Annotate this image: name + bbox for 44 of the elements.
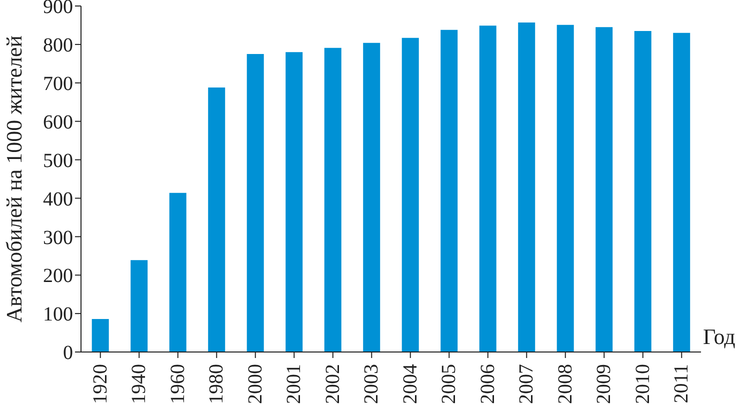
y-tick-label: 100 [43,304,73,326]
x-tick-label: 2006 [476,364,499,404]
x-tick-label: 2009 [593,364,616,404]
bar [286,52,303,352]
x-axis-title: Год [703,324,736,349]
bar [518,22,536,352]
x-tick-label: 1920 [89,364,112,404]
bar [130,260,148,352]
x-tick-label: 2003 [360,364,383,404]
x-tick-label: 2010 [632,364,654,404]
bar [246,54,264,352]
bar [440,30,458,352]
x-tick-label: 1980 [206,364,228,404]
bar [673,32,690,352]
x-tick-label: 2002 [322,364,344,404]
x-tick-label: 2008 [554,364,576,404]
y-tick-label: 800 [43,34,73,57]
y-tick-label: 900 [43,0,73,18]
bar [169,192,186,352]
bar [208,88,226,352]
y-tick-label: 400 [43,188,73,210]
bar [363,42,380,352]
x-tick-label: 2004 [399,364,422,404]
y-tick-label: 300 [43,226,73,249]
x-tick-label: 2011 [670,364,693,404]
bar [556,24,574,352]
bar [479,26,496,352]
y-tick-label: 500 [43,150,73,172]
y-tick-label: 200 [43,265,73,288]
x-tick-label: 1960 [166,364,189,404]
x-tick-label: 2005 [438,364,460,404]
bar [402,38,419,352]
x-tick-label: 2001 [283,364,306,404]
y-axis-title: Автомобилей на 1000 жителей [2,35,26,322]
y-tick-label: 600 [43,111,73,134]
y-tick-label: 700 [43,72,73,95]
bar [324,48,342,352]
x-tick-label: 2007 [516,364,538,404]
bar [92,318,109,352]
y-tick-label: 0 [63,342,73,364]
bar [596,27,613,352]
x-tick-label: 2000 [244,364,266,404]
x-tick-label: 1940 [128,364,150,404]
bar [634,30,652,352]
